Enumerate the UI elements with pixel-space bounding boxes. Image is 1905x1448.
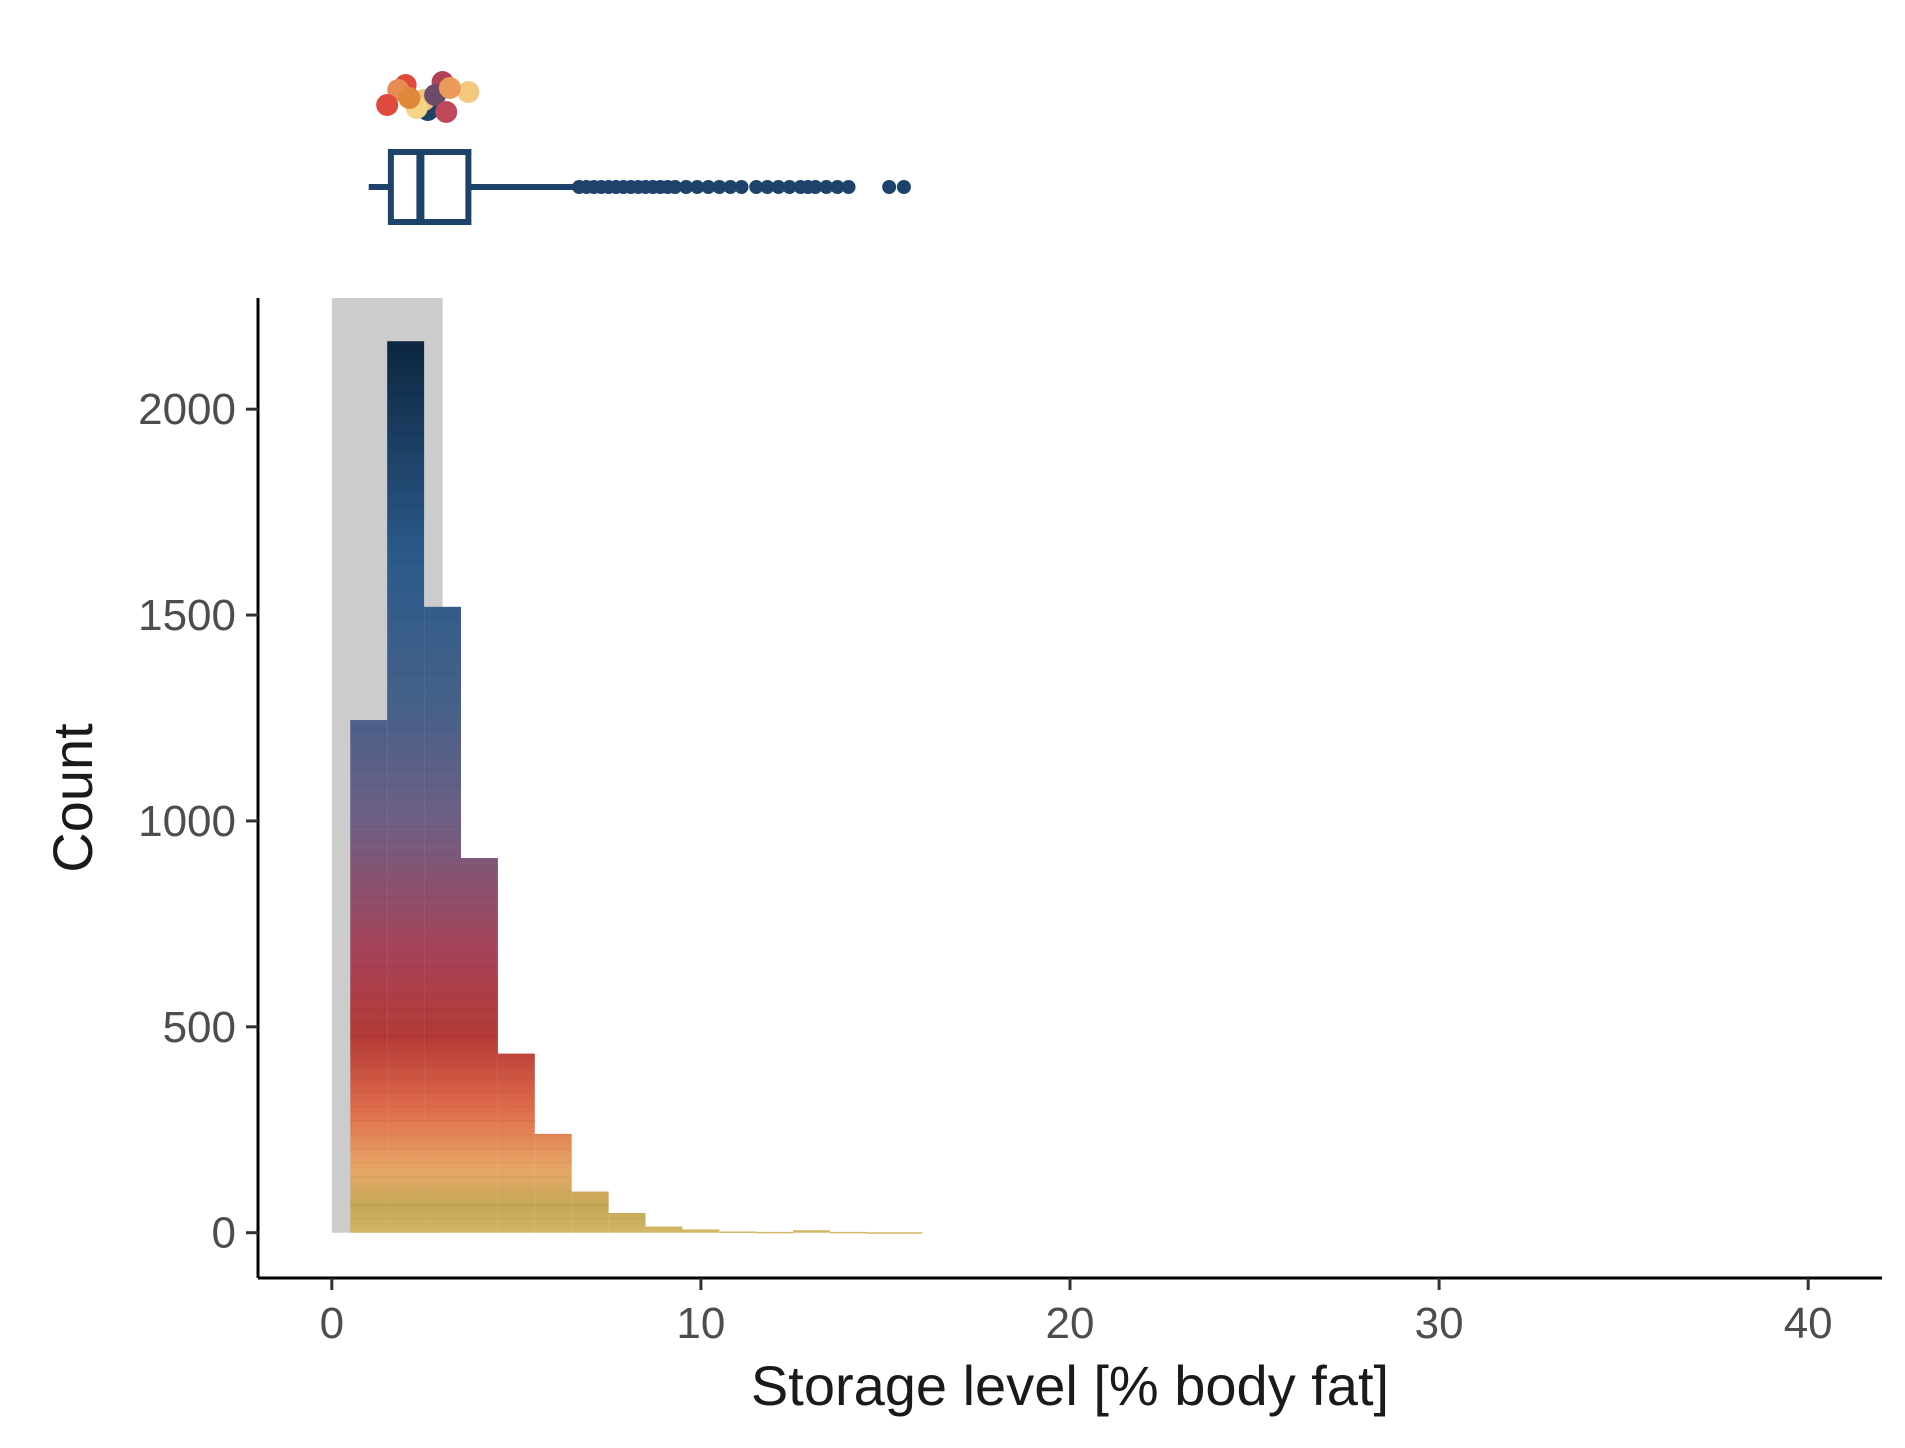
histogram-bar [608, 1212, 646, 1233]
histogram-bar [793, 1230, 831, 1233]
boxplot-outlier [690, 180, 705, 194]
x-tick-label: 0 [320, 1299, 344, 1348]
boxplot-outlier [808, 180, 823, 194]
histogram-bar [350, 720, 388, 1233]
boxplot-outlier [882, 180, 897, 194]
histogram-bar [867, 1232, 904, 1234]
histogram-bar [756, 1231, 794, 1234]
histogram-bar [571, 1191, 609, 1233]
boxplot-outlier [896, 180, 911, 194]
boxplot-outlier [679, 180, 694, 194]
boxplot-outlier [760, 180, 775, 194]
histogram-bar [903, 1232, 923, 1234]
x-tick-label: 20 [1046, 1299, 1095, 1348]
boxplot-box [387, 149, 472, 225]
histogram-bar [424, 606, 461, 1233]
histogram-bar [497, 1053, 535, 1233]
boxplot-outlier [830, 180, 845, 194]
y-tick-label: 0 [212, 1209, 236, 1258]
jitter-point [435, 101, 458, 123]
histogram-bar [645, 1226, 683, 1233]
marginal-jitter-points [376, 71, 480, 123]
jitter-point [457, 81, 480, 103]
boxplot-outlier [771, 180, 786, 194]
y-tick-label: 500 [163, 1003, 236, 1052]
x-tick-label: 30 [1415, 1299, 1464, 1348]
y-tick-label: 2000 [138, 385, 236, 434]
y-tick-label: 1000 [138, 797, 236, 846]
boxplot-outlier [723, 180, 738, 194]
x-tick-label: 40 [1784, 1299, 1833, 1348]
marginal-boxplot [368, 149, 911, 225]
y-tick-label: 1500 [138, 591, 236, 640]
jitter-point [438, 77, 461, 99]
boxplot-outlier [668, 180, 683, 194]
jitter-point [376, 94, 399, 116]
boxplot-outlier [841, 180, 856, 194]
boxplot-outlier [782, 180, 797, 194]
histogram-bar [682, 1229, 720, 1233]
boxplot-outlier [734, 180, 749, 194]
boxplot-outlier [701, 180, 716, 194]
histogram-bar [534, 1133, 572, 1233]
x-axis-ticks: 0 10 20 30 40 [320, 1278, 1833, 1348]
y-axis-ticks: 0 500 1000 1500 2000 [138, 385, 258, 1258]
jitter-point [398, 87, 421, 109]
boxplot-outlier [712, 180, 727, 194]
histogram-bar [461, 858, 498, 1233]
histogram-bar [830, 1231, 867, 1234]
histogram-bars [350, 341, 923, 1234]
boxplot-outlier [819, 180, 834, 194]
x-tick-label: 10 [676, 1299, 725, 1348]
x-axis-title: Storage level [% body fat] [751, 1354, 1389, 1417]
histogram-bar [387, 341, 425, 1233]
histogram-bar [719, 1231, 757, 1233]
y-axis-title: Count [41, 723, 104, 873]
boxplot-outlier [749, 180, 764, 194]
